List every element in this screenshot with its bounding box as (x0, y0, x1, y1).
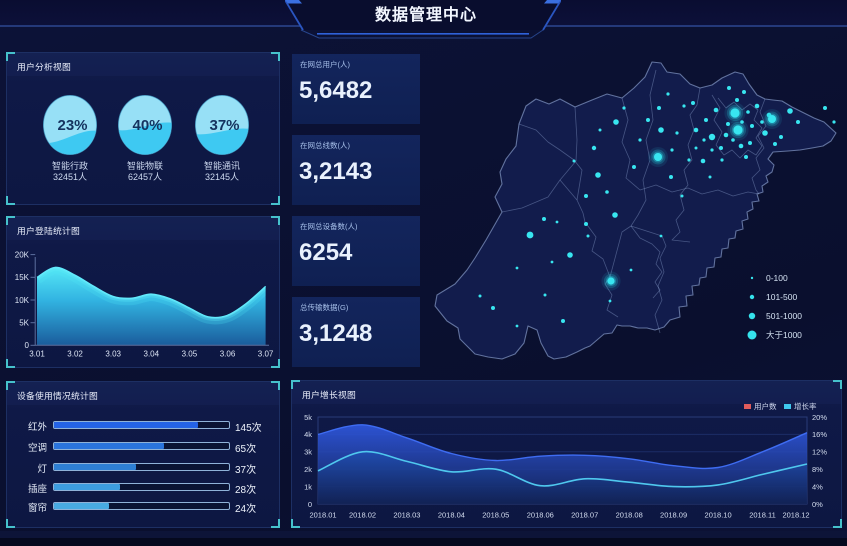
svg-text:0: 0 (308, 500, 312, 509)
svg-text:2018.08: 2018.08 (616, 511, 643, 520)
svg-text:4%: 4% (812, 482, 823, 491)
svg-text:2018.07: 2018.07 (571, 511, 598, 520)
svg-text:2018.01: 2018.01 (309, 511, 336, 520)
svg-text:用户数: 用户数 (754, 401, 777, 411)
svg-text:16%: 16% (812, 430, 827, 439)
svg-text:20%: 20% (812, 413, 827, 422)
svg-text:0%: 0% (812, 500, 823, 509)
svg-text:3.02: 3.02 (67, 350, 83, 359)
svg-text:15K: 15K (15, 273, 30, 282)
svg-text:大于1000: 大于1000 (766, 330, 802, 340)
svg-text:40%: 40% (132, 117, 162, 134)
svg-text:3.07: 3.07 (258, 350, 274, 359)
svg-text:3.06: 3.06 (220, 350, 236, 359)
svg-text:0: 0 (25, 341, 30, 350)
svg-text:4k: 4k (304, 430, 312, 439)
svg-text:2018.04: 2018.04 (438, 511, 465, 520)
svg-text:3.04: 3.04 (144, 350, 160, 359)
svg-text:1k: 1k (304, 482, 312, 491)
svg-text:5k: 5k (304, 413, 312, 422)
svg-text:2018.11: 2018.11 (749, 511, 776, 520)
svg-text:501-1000: 501-1000 (766, 311, 802, 321)
svg-text:3k: 3k (304, 448, 312, 457)
svg-text:10K: 10K (15, 296, 30, 305)
svg-text:2018.10: 2018.10 (705, 511, 732, 520)
svg-text:2018.09: 2018.09 (660, 511, 687, 520)
svg-text:2018.02: 2018.02 (349, 511, 376, 520)
svg-text:8%: 8% (812, 465, 823, 474)
svg-text:2018.05: 2018.05 (482, 511, 509, 520)
svg-text:3.03: 3.03 (105, 350, 121, 359)
svg-text:增长率: 增长率 (794, 401, 817, 411)
svg-text:3.01: 3.01 (29, 350, 45, 359)
svg-text:2k: 2k (304, 465, 312, 474)
svg-text:23%: 23% (57, 117, 87, 134)
svg-text:20K: 20K (15, 250, 30, 259)
svg-text:101-500: 101-500 (766, 292, 797, 302)
svg-text:37%: 37% (209, 117, 239, 134)
svg-text:2018.12: 2018.12 (782, 511, 809, 520)
svg-text:2018.06: 2018.06 (527, 511, 554, 520)
svg-text:3.05: 3.05 (182, 350, 198, 359)
svg-text:0-100: 0-100 (766, 273, 788, 283)
svg-text:5K: 5K (19, 319, 29, 328)
svg-text:2018.03: 2018.03 (393, 511, 420, 520)
svg-text:12%: 12% (812, 448, 827, 457)
